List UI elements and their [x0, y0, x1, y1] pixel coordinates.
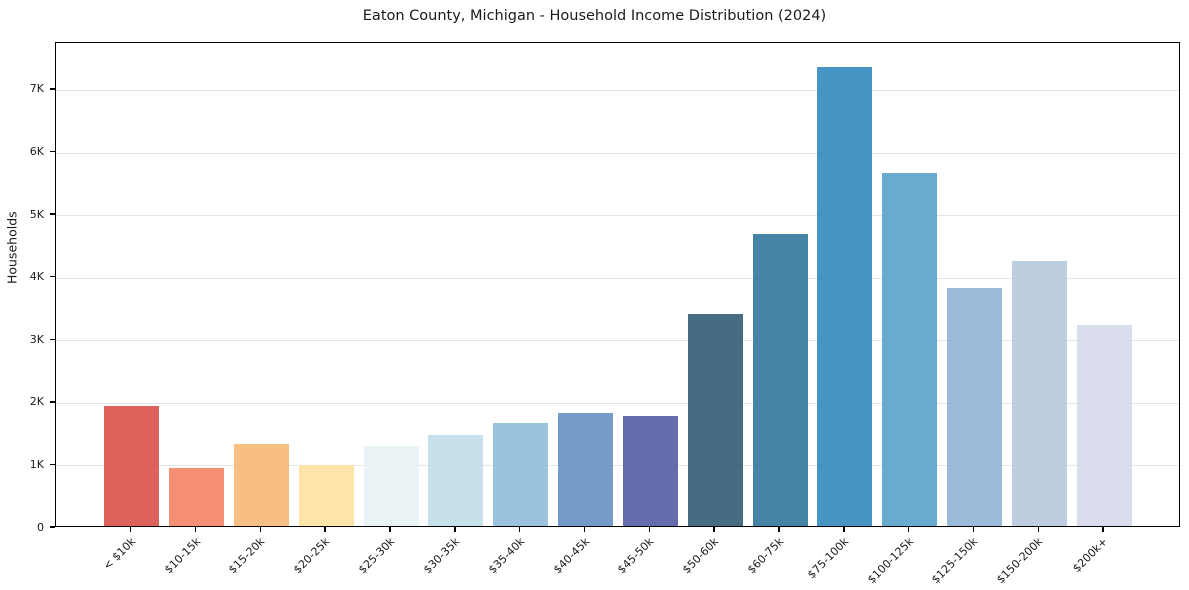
bar-40-45k: [558, 412, 613, 526]
y-tick-label-4k: 4K: [29, 270, 44, 284]
y-tick-label-6k: 6K: [29, 145, 44, 159]
x-tick-mark: [648, 527, 651, 532]
x-tick-mark: [389, 527, 391, 532]
bar-150-200k: [1011, 261, 1067, 526]
x-tick-mark: [713, 527, 715, 532]
bar-20-25k: [298, 464, 354, 526]
bar-10k: [104, 405, 160, 526]
x-tick-mark: [972, 527, 975, 532]
bar-30-35k: [428, 435, 484, 526]
y-tick-label-2k: 2K: [29, 395, 44, 409]
x-tick-mark: [583, 527, 586, 532]
gridline-5k: [56, 215, 1179, 217]
bar-10-15k: [169, 467, 225, 526]
y-tick-mark-0: [50, 526, 55, 528]
bar-100-125k: [882, 173, 938, 526]
x-tick-mark: [1037, 527, 1039, 532]
bar-45-50k: [622, 416, 678, 526]
y-tick-mark-3k: [50, 338, 55, 340]
x-tick-mark: [324, 527, 326, 532]
y-tick-mark-5k: [50, 213, 55, 215]
x-tick-label-10k: < $10k: [100, 535, 138, 573]
chart-title: Eaton County, Michigan - Household Incom…: [362, 8, 827, 24]
gridline-1k: [56, 465, 1179, 467]
bar-25-30k: [363, 445, 419, 526]
plot-area: [55, 42, 1180, 527]
y-tick-label-1k: 1K: [29, 457, 44, 471]
gridline-7k: [56, 89, 1179, 91]
bar-200k: [1076, 325, 1132, 526]
x-tick-mark: [843, 527, 845, 532]
x-tick-mark: [1102, 527, 1104, 532]
gridline-2k: [56, 402, 1179, 404]
bar-15-20k: [233, 444, 289, 526]
y-tick-mark-1k: [50, 463, 55, 466]
y-tick-label-3k: 3K: [29, 332, 44, 346]
bar-60-75k: [752, 233, 808, 526]
x-tick-mark: [454, 527, 456, 532]
y-tick-mark-2k: [50, 401, 55, 403]
gridline-4k: [56, 277, 1179, 279]
x-tick-mark: [907, 527, 910, 532]
y-tick-label-5k: 5K: [29, 207, 44, 221]
y-tick-mark-4k: [50, 275, 55, 278]
y-tick-label-0: 0: [37, 520, 44, 534]
gridline-6k: [56, 152, 1179, 154]
x-tick-mark: [259, 527, 262, 532]
x-tick-mark: [778, 527, 780, 532]
y-tick-label-7k: 7K: [29, 82, 44, 96]
bar-50-60k: [687, 313, 743, 526]
x-tick-mark: [518, 527, 521, 532]
x-tick-mark: [130, 527, 132, 532]
bar-125-150k: [946, 288, 1002, 526]
y-tick-mark-6k: [50, 150, 55, 153]
bar-35-40k: [493, 423, 549, 526]
x-tick-mark: [194, 527, 197, 532]
bar-75-100k: [817, 67, 873, 526]
gridline-3k: [56, 340, 1179, 342]
y-tick-mark-7k: [50, 88, 55, 90]
